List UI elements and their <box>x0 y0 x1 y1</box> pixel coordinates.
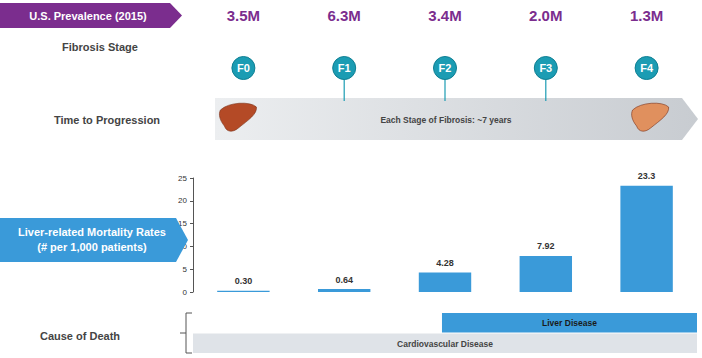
svg-text:4.28: 4.28 <box>436 258 454 268</box>
svg-text:3.4M: 3.4M <box>428 7 461 24</box>
svg-text:1.3M: 1.3M <box>630 7 663 24</box>
svg-text:20: 20 <box>178 196 187 205</box>
svg-text:10: 10 <box>178 242 187 251</box>
svg-text:F1: F1 <box>338 62 351 74</box>
svg-text:7.92: 7.92 <box>537 241 555 251</box>
svg-text:U.S. Prevalence (2015): U.S. Prevalence (2015) <box>29 10 147 22</box>
svg-text:(# per 1,000 patients): (# per 1,000 patients) <box>37 241 147 253</box>
svg-text:23.3: 23.3 <box>638 171 656 181</box>
svg-text:F4: F4 <box>640 62 654 74</box>
svg-text:5: 5 <box>183 265 188 274</box>
svg-text:F2: F2 <box>439 62 452 74</box>
svg-text:F0: F0 <box>237 62 250 74</box>
svg-text:Time to Progression: Time to Progression <box>54 114 160 126</box>
svg-text:Cause of Death: Cause of Death <box>40 330 120 342</box>
svg-text:15: 15 <box>178 219 187 228</box>
svg-text:Liver Disease: Liver Disease <box>542 318 597 328</box>
svg-text:Fibrosis Stage: Fibrosis Stage <box>62 41 138 53</box>
svg-text:25: 25 <box>178 174 187 183</box>
svg-text:0.30: 0.30 <box>235 276 253 286</box>
svg-text:F3: F3 <box>539 62 552 74</box>
svg-text:0.64: 0.64 <box>335 275 353 285</box>
svg-text:6.3M: 6.3M <box>328 7 361 24</box>
svg-text:3.5M: 3.5M <box>227 7 260 24</box>
svg-text:Liver-related Mortality Rates: Liver-related Mortality Rates <box>18 226 166 238</box>
svg-text:Each Stage of Fibrosis: ~7 yea: Each Stage of Fibrosis: ~7 years <box>380 115 511 125</box>
svg-text:2.0M: 2.0M <box>529 7 562 24</box>
svg-text:0: 0 <box>183 288 188 297</box>
svg-text:Cardiovascular Disease: Cardiovascular Disease <box>397 339 493 349</box>
